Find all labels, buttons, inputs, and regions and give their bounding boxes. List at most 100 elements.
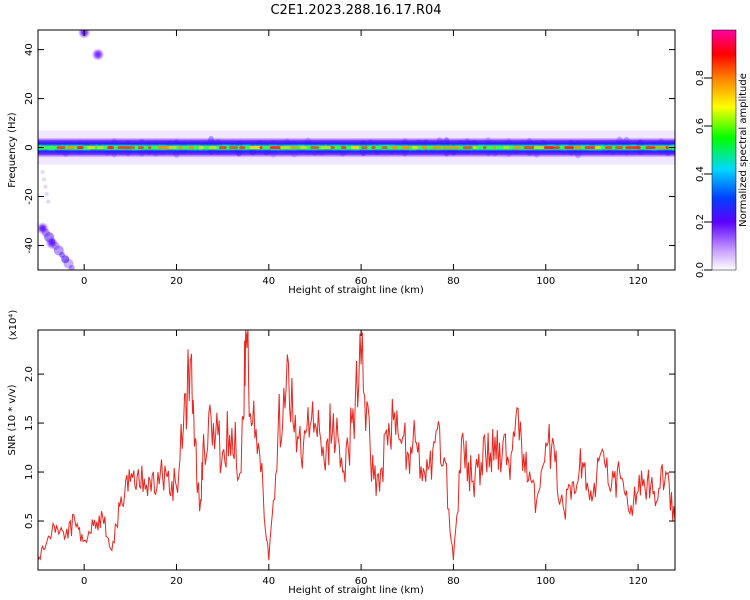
band-variation [317, 143, 326, 156]
band-peak [127, 146, 135, 150]
band-peak [218, 146, 227, 150]
spectrogram-x-ticks: 0 20 40 60 80 100 120 [81, 30, 648, 287]
band-variation [435, 137, 444, 154]
x-tick-label: 20 [170, 276, 183, 287]
band-peak [107, 146, 115, 150]
band-peak [229, 146, 239, 150]
band-variation [310, 143, 319, 156]
band-peak [320, 146, 331, 150]
x-tick-label: 120 [629, 576, 648, 587]
x-tick-label: 40 [262, 576, 275, 587]
spectral-feature [92, 48, 105, 61]
x-tick-label: 80 [447, 576, 460, 587]
snr-y-ticks: 0.5 1.0 1.5 2.0 [24, 366, 675, 529]
spectrogram-panel: 0 20 40 60 80 100 120 -40 -20 0 20 40 Height of st… [7, 29, 676, 296]
spectral-streak [40, 170, 45, 175]
band-peak [97, 146, 104, 150]
snr-y-axis-label: SNR (10 * v/v) [7, 384, 18, 455]
x-tick-label: 60 [355, 276, 368, 287]
band-peak [452, 146, 460, 150]
band-peak [422, 146, 428, 150]
colorbar-ticks: 0.0 0.2 0.4 0.6 0.8 [695, 70, 712, 278]
band-peak [665, 146, 669, 150]
band-peak [158, 146, 171, 150]
spectral-streak [51, 242, 60, 250]
y-tick-label: 20 [24, 92, 35, 105]
colorbar-tick-label: 0.4 [695, 166, 706, 182]
band-peak [178, 146, 183, 150]
snr-y-multiplier: (x10⁴) [8, 310, 19, 341]
spectral-streak [44, 192, 49, 197]
band-peak [381, 146, 388, 150]
figure-title: C2E1.2023.288.16.17.R04 [270, 3, 441, 18]
snr-panel: 0 20 40 60 80 100 120 0.5 1.0 1.5 2.0 Height of s… [7, 310, 676, 596]
band-peak [86, 146, 96, 150]
x-tick-label: 40 [262, 276, 275, 287]
y-tick-label: 0 [24, 144, 35, 150]
colorbar-tick-label: 0.8 [695, 70, 706, 86]
snr-frame [37, 329, 676, 571]
spectral-streak [39, 225, 46, 232]
band-peak [279, 146, 293, 150]
colorbar-tick-label: 0.2 [695, 214, 706, 230]
spectral-feature [38, 222, 49, 235]
band-peak [574, 146, 582, 150]
band-peak [411, 146, 419, 150]
band-peak [482, 146, 487, 150]
band-peak [350, 146, 360, 150]
spectral-streak [61, 255, 70, 264]
x-tick-label: 0 [81, 276, 87, 287]
band-peak [554, 146, 561, 150]
spectrogram-x-axis-label: Height of straight line (km) [288, 285, 424, 296]
y-tick-label: 40 [24, 43, 35, 56]
y-tick-label: 1.5 [24, 415, 35, 431]
band-peak [56, 146, 66, 150]
x-tick-label: 80 [447, 276, 460, 287]
band-peak [625, 146, 638, 150]
y-tick-label: -40 [24, 237, 35, 253]
x-tick-label: 120 [629, 276, 648, 287]
band-peak [66, 146, 76, 150]
band-peak [614, 146, 624, 150]
band-peak [655, 146, 668, 150]
band-peak [269, 146, 282, 150]
band-peak [584, 146, 596, 150]
x-tick-label: 100 [536, 276, 555, 287]
band-variation [338, 142, 347, 157]
y-tick-label: 0.5 [24, 513, 35, 529]
band-peak [168, 146, 177, 150]
band-peak [635, 146, 641, 150]
band-variation [61, 142, 70, 157]
band-peak [198, 146, 204, 150]
band-peak [543, 146, 555, 150]
band-peak [462, 146, 473, 150]
y-tick-label: 2.0 [24, 366, 35, 382]
band-peak [259, 146, 263, 150]
spectrogram-frame [37, 29, 676, 271]
band-peak [401, 146, 410, 150]
band-peak [493, 146, 497, 150]
band-peak [391, 146, 398, 150]
colorbar-tick-label: 0.0 [695, 262, 706, 278]
band-peak [594, 146, 602, 150]
x-tick-label: 60 [355, 576, 368, 587]
x-tick-label: 0 [81, 576, 87, 587]
band-peak [371, 146, 376, 150]
colorbar-label: Normalized spectral amplitude [738, 73, 749, 227]
band-peak [300, 146, 307, 150]
band-peak [137, 146, 145, 150]
band-peak [503, 146, 510, 150]
band-peak [361, 146, 368, 150]
colorbar-tick-label: 0.6 [695, 118, 706, 134]
snr-x-ticks: 0 20 40 60 80 100 120 [81, 330, 648, 587]
snr-x-axis-label: Height of straight line (km) [288, 585, 424, 596]
y-tick-label: 1.0 [24, 464, 35, 480]
spectral-streak [46, 199, 51, 204]
spectrogram-y-axis-label: Frequency (Hz) [7, 112, 18, 188]
spectral-streak [49, 238, 56, 245]
band-variation [248, 143, 257, 156]
spectral-streak [63, 258, 74, 269]
band-variation [207, 135, 216, 156]
band-peak [188, 146, 194, 150]
